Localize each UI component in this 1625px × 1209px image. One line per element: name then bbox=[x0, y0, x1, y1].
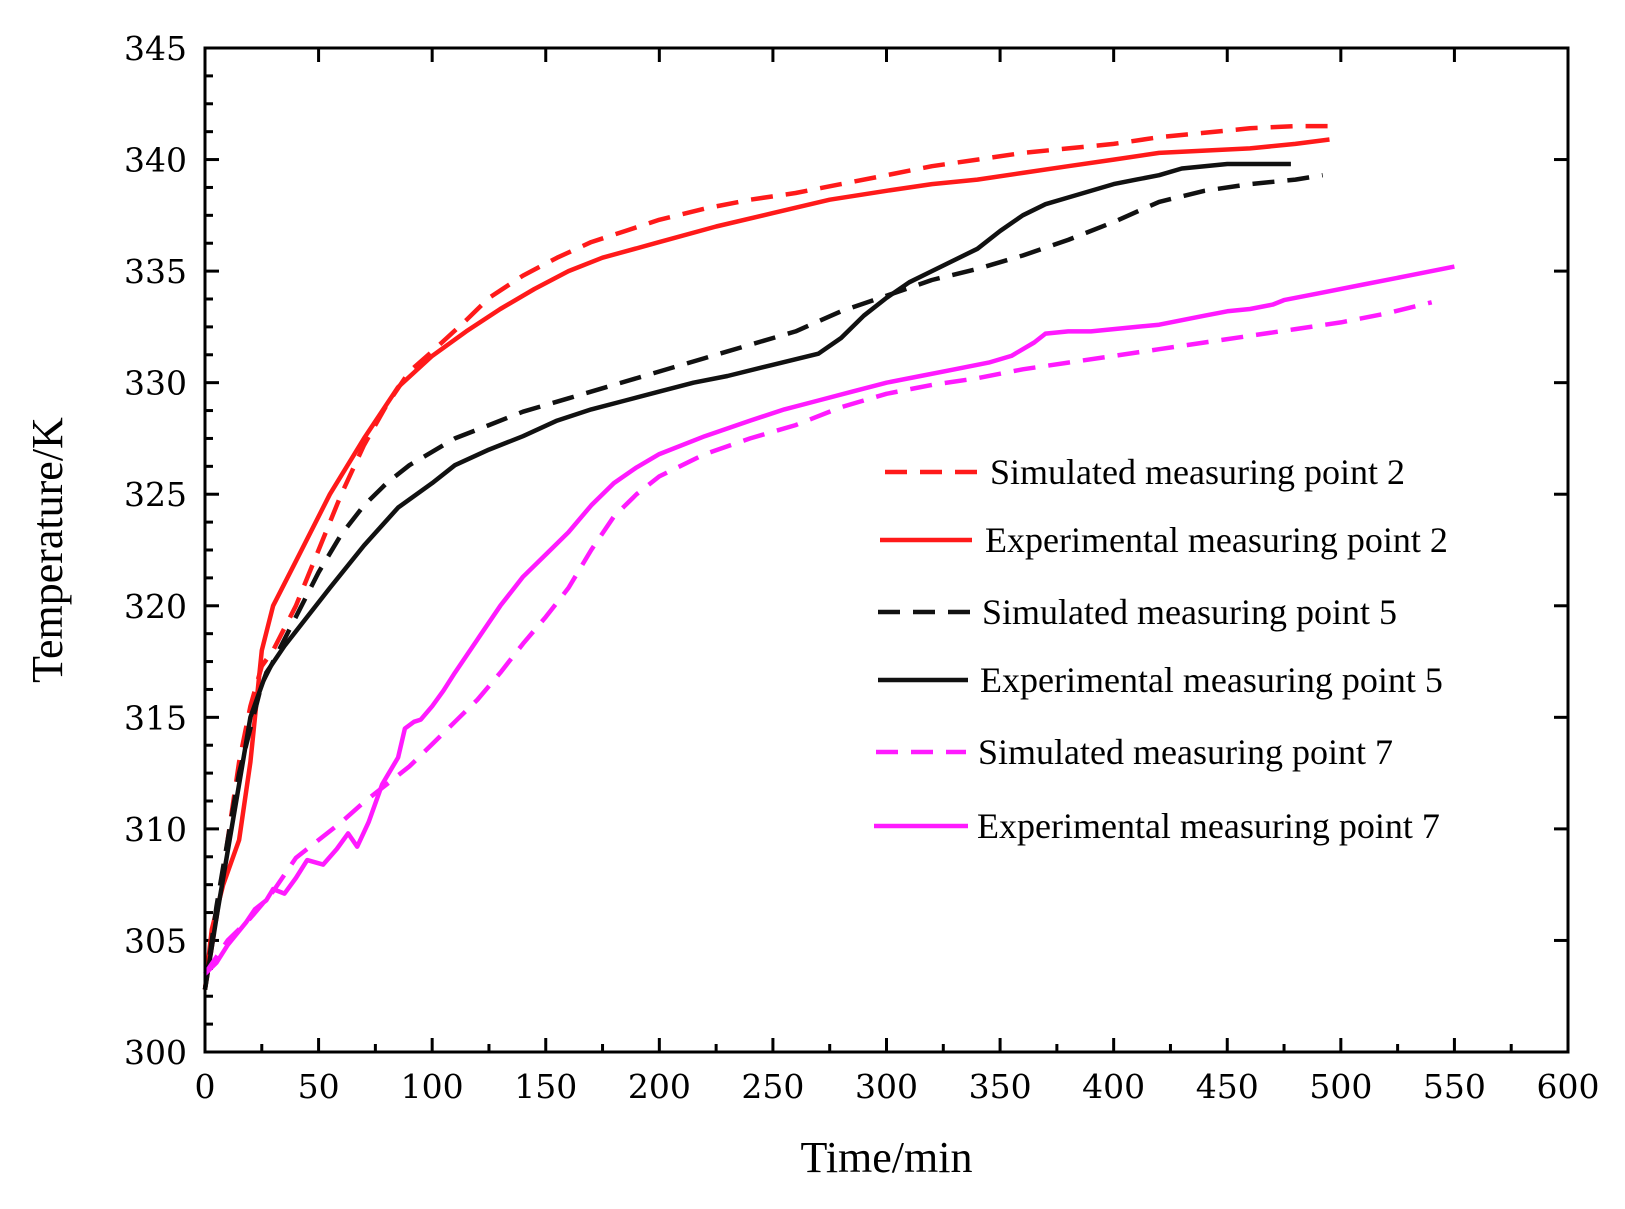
series-line-6 bbox=[203, 264, 1455, 976]
y-tick-label: 320 bbox=[124, 587, 187, 626]
legend-label-4: Experimental measuring point 5 bbox=[980, 660, 1443, 700]
y-tick-label: 310 bbox=[124, 810, 187, 849]
x-tick-label: 150 bbox=[514, 1067, 577, 1106]
series-line-5 bbox=[203, 300, 1433, 976]
legend-label-2: Experimental measuring point 2 bbox=[985, 520, 1448, 560]
plot-frame bbox=[203, 46, 1570, 1054]
legend: Simulated measuring point 2 Experimental … bbox=[874, 452, 1448, 846]
series-line-3 bbox=[202, 172, 1324, 990]
y-tick-label: 305 bbox=[124, 921, 187, 960]
legend-label-5: Simulated measuring point 7 bbox=[978, 732, 1393, 772]
x-tick-label: 400 bbox=[1082, 1067, 1145, 1106]
x-tick-label: 600 bbox=[1537, 1067, 1600, 1106]
series-line-2 bbox=[202, 137, 1330, 990]
legend-label-3: Simulated measuring point 5 bbox=[982, 592, 1397, 632]
x-tick-label: 550 bbox=[1423, 1067, 1486, 1106]
series-line-4 bbox=[202, 161, 1291, 990]
x-tick-label: 200 bbox=[628, 1067, 691, 1106]
y-tick-label: 300 bbox=[124, 1033, 187, 1072]
y-tick-label: 325 bbox=[124, 475, 187, 514]
x-tick-label: 250 bbox=[741, 1067, 804, 1106]
y-tick-label: 345 bbox=[124, 29, 187, 68]
x-tick-label: 50 bbox=[298, 1067, 340, 1106]
y-tick-label: 340 bbox=[124, 141, 187, 180]
legend-label-1: Simulated measuring point 2 bbox=[990, 452, 1405, 492]
legend-label-6: Experimental measuring point 7 bbox=[977, 806, 1440, 846]
x-tick-label: 100 bbox=[401, 1067, 464, 1106]
series-layer bbox=[202, 123, 1455, 990]
x-tick-label: 450 bbox=[1196, 1067, 1259, 1106]
x-tick-label: 500 bbox=[1309, 1067, 1372, 1106]
series-line-1 bbox=[202, 123, 1330, 990]
y-axis-title: Temperature/K bbox=[23, 417, 72, 683]
tick-labels: 0 50 100 150 200 250 300 350 400 450 500 550 600 300 3… bbox=[124, 29, 1600, 1106]
y-tick-label: 315 bbox=[124, 698, 187, 737]
x-axis-title: Time/min bbox=[801, 1133, 973, 1182]
x-tick-label: 300 bbox=[855, 1067, 918, 1106]
x-tick-label: 0 bbox=[195, 1067, 216, 1106]
x-tick-label: 350 bbox=[969, 1067, 1032, 1106]
y-tick-label: 335 bbox=[124, 252, 187, 291]
y-tick-label: 330 bbox=[124, 364, 187, 403]
